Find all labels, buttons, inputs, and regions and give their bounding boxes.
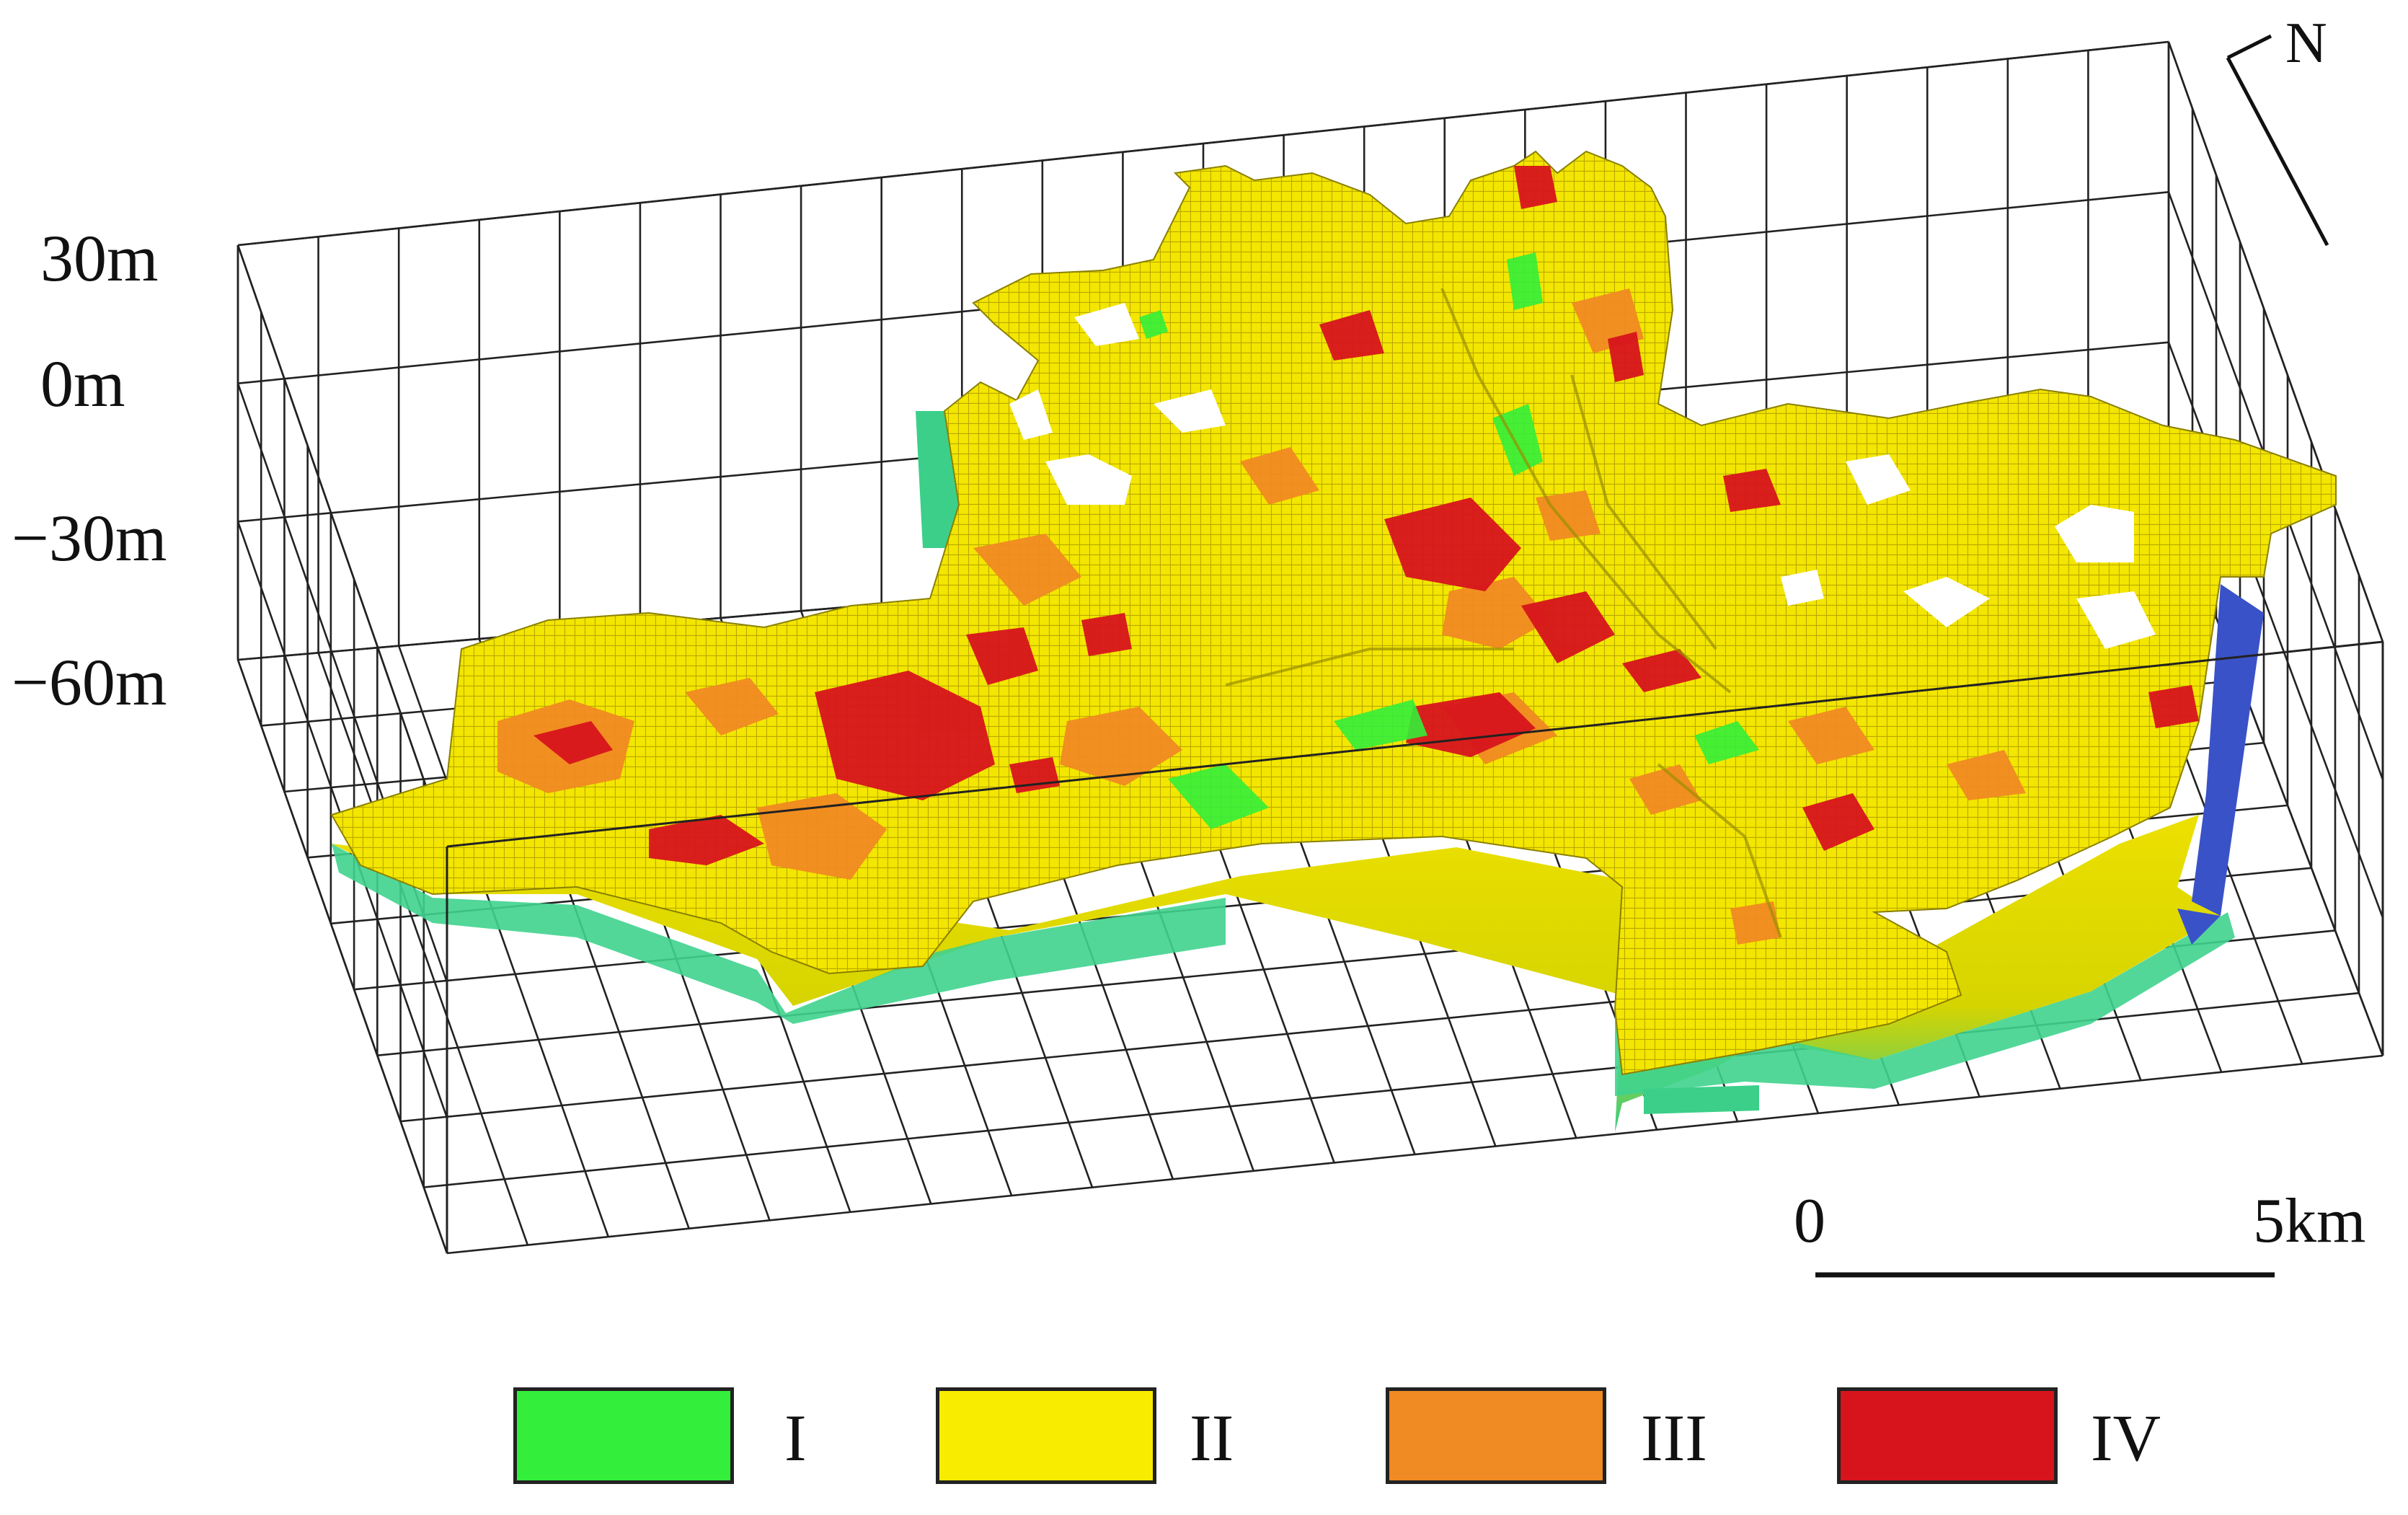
north-arrow [2226, 34, 2329, 247]
legend-label-I: I [784, 1401, 807, 1475]
legend-label-II: II [1190, 1401, 1234, 1475]
depth-label-minus-60m: −60m [12, 645, 167, 719]
legend-swatch-IV [1837, 1387, 2058, 1484]
legend-swatch-I [513, 1387, 734, 1484]
legend-swatch-II [936, 1387, 1156, 1484]
north-label: N [2285, 12, 2327, 75]
scale-end-label: 5km [2253, 1186, 2366, 1256]
terrain-ridge-lines [1225, 288, 1782, 938]
bounding-box-front-edges [446, 640, 2384, 1253]
legend-label-IV: IV [2091, 1401, 2161, 1475]
scale-start-label: 0 [1794, 1186, 1825, 1256]
depth-label-minus-30m: −30m [12, 501, 167, 575]
legend-label-III: III [1641, 1401, 1707, 1475]
legend-swatch-III [1386, 1387, 1606, 1484]
depth-label-0m: 0m [40, 347, 125, 420]
depth-label-30m: 30m [40, 221, 159, 295]
zone-IV-patches [534, 166, 2199, 865]
